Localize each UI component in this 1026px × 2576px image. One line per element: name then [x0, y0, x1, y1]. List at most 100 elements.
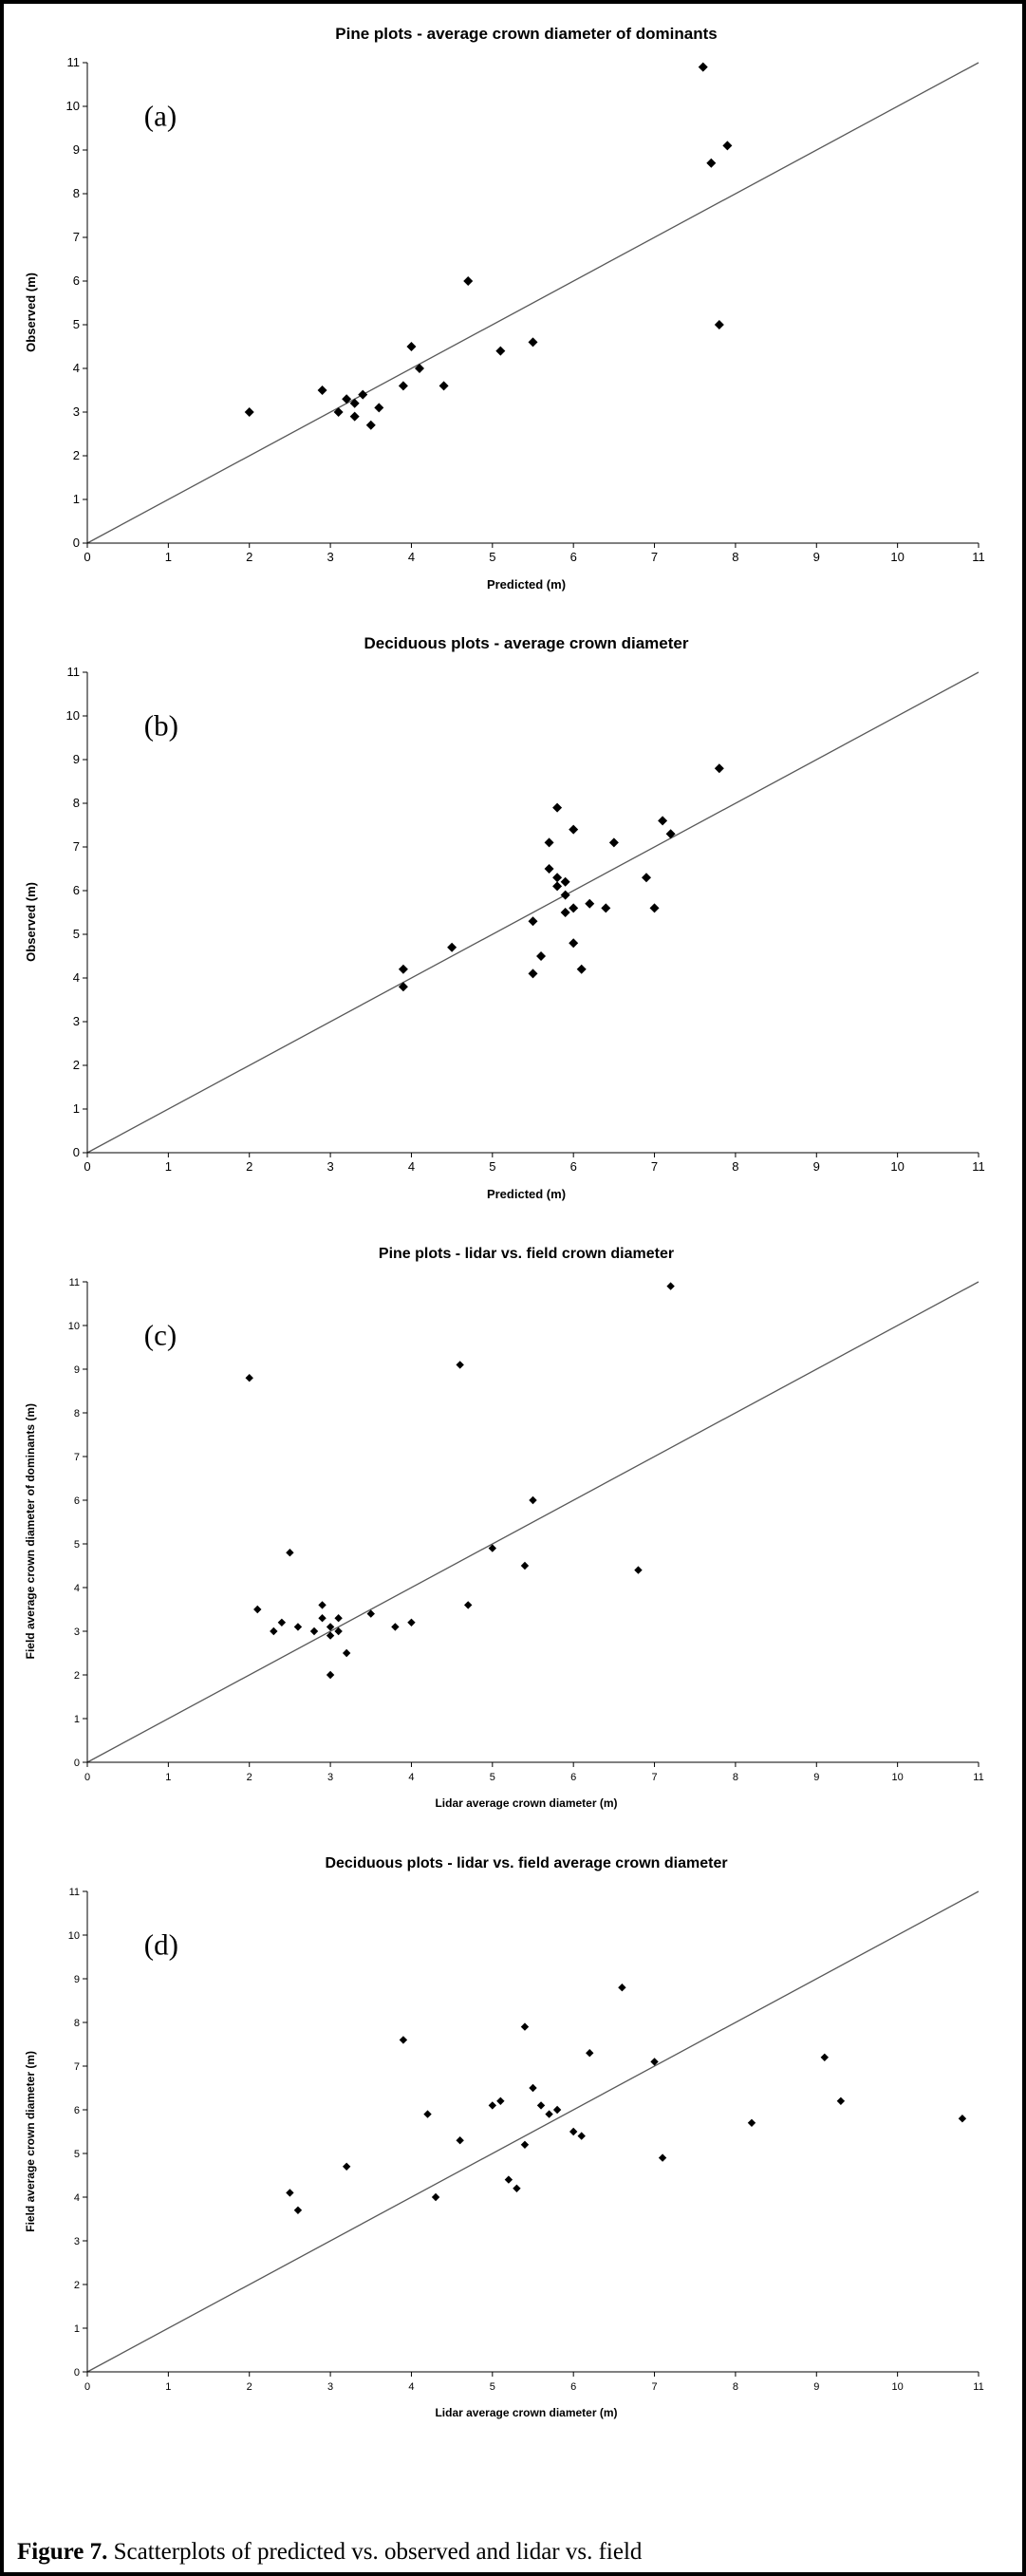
data-point [520, 1561, 530, 1570]
y-tick-label: 6 [73, 883, 80, 897]
x-tick-label: 2 [247, 1772, 252, 1783]
data-point [407, 1618, 416, 1626]
data-point [374, 403, 384, 413]
data-point [391, 1623, 400, 1631]
data-point [326, 1670, 335, 1680]
data-point [366, 1609, 375, 1618]
y-tick-label: 7 [74, 1452, 80, 1463]
data-point [326, 1631, 335, 1640]
data-point [253, 1605, 262, 1614]
x-tick-label: 11 [973, 1772, 983, 1783]
y-tick-label: 10 [68, 1930, 80, 1942]
data-point [552, 873, 563, 883]
y-tick-label: 7 [73, 839, 80, 854]
data-point [414, 364, 424, 373]
identity-line [86, 62, 979, 544]
y-tick-label: 2 [74, 2280, 80, 2291]
x-tick-label: 4 [408, 2381, 414, 2393]
x-tick-label: 7 [651, 550, 658, 564]
y-tick-label: 6 [74, 1495, 80, 1507]
x-tick-label: 2 [246, 1159, 252, 1174]
y-tick-label: 4 [73, 361, 80, 375]
data-point [560, 890, 570, 900]
data-point [585, 898, 595, 909]
y-tick-label: 1 [73, 492, 80, 506]
data-point [365, 420, 376, 430]
data-point [552, 2105, 562, 2115]
data-point [714, 320, 724, 329]
y-tick-label: 8 [74, 2018, 80, 2029]
data-point [569, 824, 579, 835]
y-tick-label: 0 [74, 2367, 80, 2379]
x-tick-label: 9 [813, 1159, 820, 1174]
chart-title-a: Pine plots - average crown diameter of d… [335, 25, 718, 43]
data-point [665, 829, 676, 839]
scatterplot-panel-a: Pine plots - average crown diameter of d… [11, 17, 1015, 602]
x-tick-label: 6 [570, 550, 577, 564]
y-tick-label: 1 [74, 1714, 80, 1725]
x-tick-label: 8 [733, 1772, 738, 1783]
data-point [423, 2110, 432, 2118]
chart-canvas-d: 0 1 2 3 4 5 6 7 8 9 10 11 0 1 2 3 4 5 6 7 8 9 10 11 (d) [68, 1887, 984, 2393]
data-point [349, 411, 360, 422]
y-axis-label-cell-b: Observed (m) [11, 661, 49, 1183]
figure-caption-text: Scatterplots of predicted vs. observed a… [113, 2538, 643, 2565]
data-point [456, 2136, 464, 2145]
data-point [569, 938, 579, 949]
y-tick-label: 9 [73, 142, 80, 157]
x-tick-label: 9 [813, 550, 820, 564]
y-tick-label: 3 [74, 2236, 80, 2247]
data-point [438, 381, 449, 391]
x-tick-label: 7 [651, 2381, 657, 2393]
x-tick-label: 3 [327, 2381, 333, 2393]
data-point [286, 2189, 294, 2197]
panel-letter-label: (c) [144, 1319, 177, 1352]
y-tick-label: 10 [66, 99, 80, 113]
y-tick-label: 3 [73, 404, 80, 419]
y-tick-label: 11 [67, 665, 81, 679]
data-point [488, 2101, 497, 2110]
data-point [601, 903, 611, 913]
y-tick-label: 3 [73, 1014, 80, 1028]
data-point [714, 763, 724, 774]
y-tick-label: 11 [69, 1277, 80, 1288]
y-tick-label: 0 [74, 1758, 80, 1769]
x-tick-label: 10 [892, 1772, 904, 1783]
y-tick-label: 0 [73, 1145, 80, 1159]
x-tick-label: 3 [326, 1159, 333, 1174]
y-tick-label: 0 [73, 536, 80, 550]
data-point [456, 1361, 464, 1369]
panel-letter-label: (b) [144, 709, 178, 743]
y-tick-label: 5 [74, 2149, 80, 2160]
y-axis-label-b: Observed (m) [23, 882, 38, 962]
y-tick-label: 1 [74, 2323, 80, 2335]
y-tick-label: 4 [73, 970, 80, 985]
x-tick-label: 1 [165, 550, 172, 564]
data-point [544, 837, 554, 848]
data-point [820, 2053, 830, 2061]
data-point [618, 1984, 626, 1992]
chart-title-d: Deciduous plots - lidar vs. field averag… [325, 1855, 728, 1871]
data-point [722, 141, 733, 151]
scatterplot-panel-b: Deciduous plots - average crown diameter… [11, 627, 1015, 1212]
x-tick-label: 5 [490, 2381, 495, 2393]
data-point [608, 837, 619, 848]
data-point [244, 407, 254, 417]
x-tick-label: 1 [165, 1772, 171, 1783]
y-tick-label: 5 [74, 1539, 80, 1551]
y-tick-label: 9 [73, 752, 80, 766]
x-tick-label: 11 [973, 2381, 983, 2393]
data-point [529, 1495, 537, 1505]
data-point [334, 1626, 343, 1636]
y-tick-label: 9 [74, 1974, 80, 1985]
x-tick-label: 1 [165, 2381, 171, 2393]
x-tick-label: 8 [733, 2381, 738, 2393]
x-tick-label: 7 [651, 1159, 658, 1174]
x-tick-label: 6 [570, 1772, 576, 1783]
data-point [544, 864, 554, 874]
x-tick-label: 0 [84, 1159, 90, 1174]
x-tick-label: 9 [813, 1772, 819, 1783]
x-tick-label: 4 [408, 1772, 414, 1783]
data-point [658, 2153, 667, 2162]
y-tick-label: 6 [74, 2105, 80, 2116]
